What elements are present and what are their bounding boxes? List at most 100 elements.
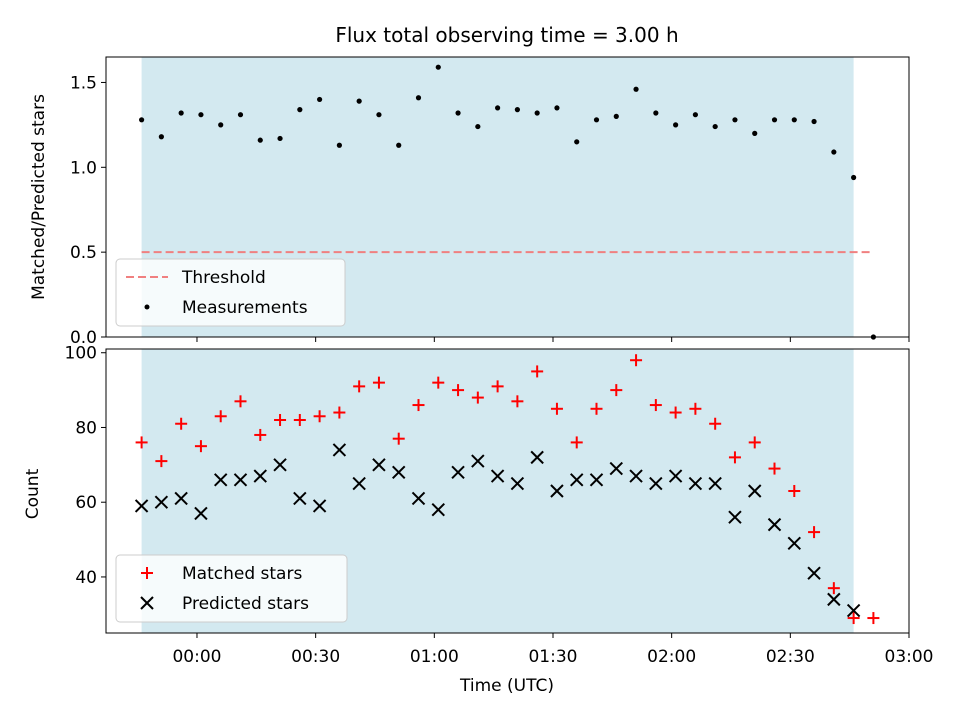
bottom-legend: Matched stars Predicted stars [115, 554, 348, 623]
predicted-star-marker [570, 473, 584, 487]
bottom-y-axis-label: Count [23, 468, 43, 519]
measurement-point [851, 174, 857, 181]
predicted-star-marker [431, 502, 445, 517]
matched-star-marker [372, 376, 385, 389]
measurement-point [257, 137, 263, 143]
matched-star-marker [234, 395, 247, 408]
matched-star-marker [630, 354, 643, 367]
predicted-star-marker [609, 461, 623, 476]
x-tick-label: 00:30 [291, 647, 340, 667]
top-y-tick-label: 0.0 [70, 328, 97, 348]
top-axes-frame [105, 56, 910, 338]
matched-star-marker [748, 436, 761, 449]
predicted-star-marker [312, 499, 327, 513]
measurement-point [771, 117, 778, 123]
predicted-star-marker [372, 458, 386, 472]
matched-star-marker [590, 402, 603, 415]
measurement-point [831, 149, 837, 155]
legend-predicted-label: Predicted stars [182, 594, 309, 614]
measurement-point [593, 117, 600, 123]
predicted-star-marker [154, 495, 169, 509]
measurement-point [336, 142, 342, 148]
measurement-points [139, 64, 876, 340]
matched-star-marker [867, 612, 880, 625]
bottom-axes-frame [105, 348, 910, 634]
x-tick-label: 02:30 [766, 647, 815, 667]
predicted-star-marker [134, 499, 149, 513]
bottom-y-tick-label: 100 [65, 344, 97, 364]
measurement-point [178, 110, 184, 116]
predicted-star-marker [589, 473, 604, 487]
legend-threshold-label: Threshold [181, 268, 266, 288]
matched-star-marker [827, 582, 840, 595]
measurement-point [198, 112, 204, 118]
measurement-point [356, 98, 362, 104]
predicted-star-marker [629, 469, 643, 483]
predicted-star-marker [174, 491, 188, 506]
legend-matched-marker [141, 567, 153, 579]
legend-measurements-marker [144, 304, 150, 310]
x-axis-label: Time (UTC) [459, 676, 554, 696]
matched-star-marker [808, 526, 821, 539]
chart-title: Flux total observing time = 3.00 h [335, 23, 678, 47]
matched-star-marker [254, 428, 267, 441]
x-tick-label: 00:00 [172, 647, 221, 667]
top-x-ticks [196, 337, 910, 342]
matched-star-marker [214, 410, 227, 423]
matched-star-marker [471, 391, 484, 404]
predicted-star-marker [293, 491, 307, 506]
predicted-star-marker [332, 443, 347, 457]
matched-star-marker [313, 410, 326, 423]
measurement-point [475, 123, 481, 130]
bottom-y-ticks: 40 60 80 100 [65, 344, 106, 588]
predicted-star-marker [451, 465, 465, 480]
top-legend-box [115, 258, 346, 327]
predicted-star-marker [787, 536, 801, 551]
legend-measurements-label: Measurements [182, 298, 308, 318]
matched-star-marker [689, 402, 702, 415]
top-y-tick-label: 0.5 [70, 243, 97, 263]
measurement-point [633, 86, 639, 92]
predicted-star-marker [194, 506, 208, 521]
legend-matched-label: Matched stars [182, 564, 302, 584]
measurement-point [139, 117, 145, 123]
matched-star-marker [293, 414, 306, 426]
measurement-point [791, 117, 797, 123]
matched-star-marker [649, 399, 662, 412]
measurement-point [613, 113, 619, 119]
matched-star-marker [432, 376, 445, 389]
predicted-star-marker [471, 454, 485, 468]
measurement-point [218, 122, 224, 128]
measurement-point [435, 64, 441, 70]
predicted-star-marker [273, 458, 287, 472]
matched-star-marker [768, 462, 781, 475]
predicted-star-marker [530, 450, 544, 465]
measurement-point [554, 105, 560, 111]
matched-star-marker [550, 402, 563, 415]
predicted-star-marker [748, 484, 762, 498]
matched-star-marker [353, 380, 366, 393]
bottom-y-tick-label: 40 [75, 568, 97, 588]
measurement-point [653, 110, 659, 116]
predicted-star-marker [233, 473, 248, 487]
predicted-stars-points [134, 443, 861, 618]
measurement-point [455, 110, 461, 116]
measurement-point [673, 122, 679, 128]
measurement-point [317, 96, 323, 103]
measurement-point [495, 105, 501, 111]
predicted-star-marker [807, 566, 821, 580]
matched-star-marker [412, 399, 425, 412]
measurement-point [514, 107, 520, 113]
x-tick-label: 02:00 [647, 647, 696, 667]
matched-star-marker [392, 432, 405, 445]
measurement-point [732, 117, 738, 123]
matched-star-marker [610, 384, 623, 397]
measurement-point [574, 139, 580, 145]
top-y-tick-label: 1.0 [70, 158, 97, 178]
top-y-axis-label: Matched/Predicted stars [29, 94, 49, 300]
bottom-y-tick-label: 80 [75, 418, 97, 438]
predicted-star-marker [214, 473, 228, 487]
bottom-legend-box [115, 554, 348, 623]
measurement-point [396, 142, 402, 148]
predicted-star-marker [728, 510, 742, 524]
